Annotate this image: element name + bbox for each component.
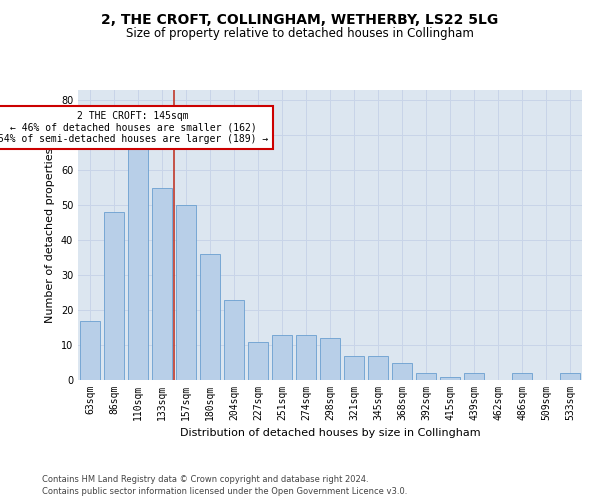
Bar — [248, 342, 268, 380]
Bar — [128, 142, 148, 380]
Bar — [368, 356, 388, 380]
Bar — [104, 212, 124, 380]
Bar — [176, 206, 196, 380]
Bar — [464, 373, 484, 380]
Bar — [416, 373, 436, 380]
Bar — [512, 373, 532, 380]
Bar — [152, 188, 172, 380]
Bar — [200, 254, 220, 380]
Bar — [440, 376, 460, 380]
Bar — [272, 334, 292, 380]
Text: Contains public sector information licensed under the Open Government Licence v3: Contains public sector information licen… — [42, 487, 407, 496]
Bar — [344, 356, 364, 380]
Text: Contains HM Land Registry data © Crown copyright and database right 2024.: Contains HM Land Registry data © Crown c… — [42, 476, 368, 484]
Y-axis label: Number of detached properties: Number of detached properties — [45, 148, 55, 322]
Bar — [296, 334, 316, 380]
Bar — [560, 373, 580, 380]
X-axis label: Distribution of detached houses by size in Collingham: Distribution of detached houses by size … — [179, 428, 481, 438]
Text: Size of property relative to detached houses in Collingham: Size of property relative to detached ho… — [126, 28, 474, 40]
Text: 2, THE CROFT, COLLINGHAM, WETHERBY, LS22 5LG: 2, THE CROFT, COLLINGHAM, WETHERBY, LS22… — [101, 12, 499, 26]
Bar — [80, 320, 100, 380]
Text: 2 THE CROFT: 145sqm
← 46% of detached houses are smaller (162)
54% of semi-detac: 2 THE CROFT: 145sqm ← 46% of detached ho… — [0, 111, 268, 144]
Bar — [224, 300, 244, 380]
Bar — [320, 338, 340, 380]
Bar — [392, 362, 412, 380]
